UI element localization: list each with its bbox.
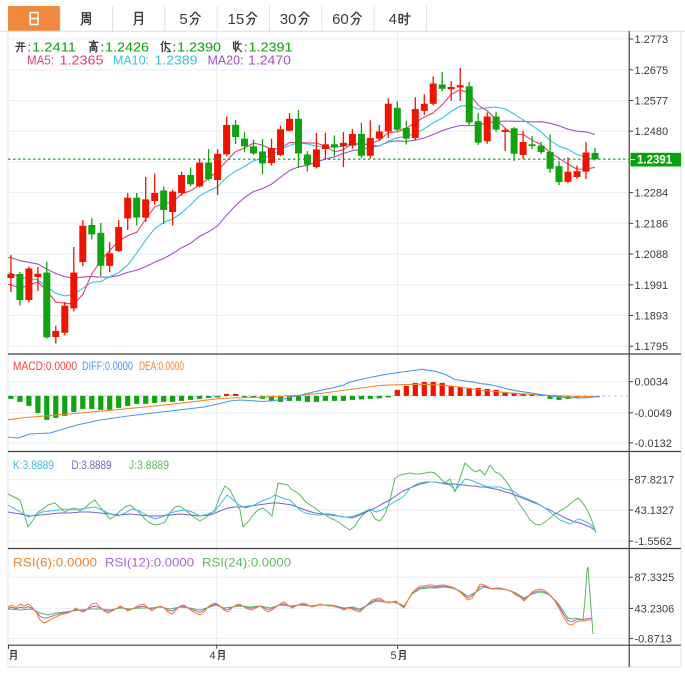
svg-text:30: 30 [280,11,297,28]
svg-text:4: 4 [210,650,216,662]
svg-text::: : [244,39,248,54]
svg-text:43.2306: 43.2306 [635,603,675,615]
svg-text:K:3.8889: K:3.8889 [13,458,54,472]
svg-text::: : [101,39,105,54]
svg-text:1.2390: 1.2390 [177,39,221,54]
svg-text:MA10:: MA10: [113,52,149,67]
svg-text:1.2365: 1.2365 [60,52,104,67]
svg-text:MACD:0.0000: MACD:0.0000 [13,359,77,373]
svg-text:1.2389: 1.2389 [155,52,198,67]
svg-text:J:3.8889: J:3.8889 [129,458,169,472]
svg-text:1.2480: 1.2480 [635,126,669,138]
svg-text:1.2186: 1.2186 [635,218,669,230]
svg-text:15: 15 [228,11,245,28]
svg-text:87.3325: 87.3325 [635,572,675,584]
svg-text::: : [28,39,32,54]
svg-text:4: 4 [389,11,397,28]
svg-text:1.2391: 1.2391 [249,39,293,54]
svg-text:1.2391: 1.2391 [637,155,673,167]
svg-text:RSI(6):0.0000: RSI(6):0.0000 [13,556,97,570]
svg-text:-0.0049: -0.0049 [635,408,672,420]
svg-text:5: 5 [179,11,187,28]
svg-text:DEA:0.0000: DEA:0.0000 [139,359,184,373]
svg-text:1.2577: 1.2577 [635,96,669,108]
svg-text:1.2411: 1.2411 [32,39,76,54]
svg-text:RSI(12):0.0000: RSI(12):0.0000 [105,556,194,570]
svg-text:5: 5 [391,650,397,662]
svg-text:-0.8713: -0.8713 [635,634,672,646]
svg-text:87.8217: 87.8217 [635,475,675,487]
svg-text:1.2426: 1.2426 [105,39,149,54]
svg-text:1.2773: 1.2773 [635,34,669,46]
svg-text:0.0034: 0.0034 [635,377,669,389]
svg-text:1.2470: 1.2470 [248,52,291,67]
svg-text:D:3.8889: D:3.8889 [72,458,112,472]
svg-text:1.1795: 1.1795 [635,341,669,353]
svg-text:1.1893: 1.1893 [635,311,669,323]
svg-text:1.1991: 1.1991 [635,280,669,292]
svg-text:43.1327: 43.1327 [635,505,675,517]
svg-text:MA20:: MA20: [208,52,244,67]
svg-text::: : [173,39,177,54]
svg-text:MA5:: MA5: [27,52,54,67]
svg-text:-1.5562: -1.5562 [635,536,672,548]
svg-text:DIFF:0.0000: DIFF:0.0000 [82,359,133,373]
svg-text:1.2675: 1.2675 [635,65,669,77]
svg-text:1.2088: 1.2088 [635,249,669,261]
svg-text:1.2284: 1.2284 [635,188,669,200]
svg-text:-0.0132: -0.0132 [635,438,672,450]
svg-text:RSI(24):0.0000: RSI(24):0.0000 [202,556,291,570]
svg-text:60: 60 [332,11,349,28]
